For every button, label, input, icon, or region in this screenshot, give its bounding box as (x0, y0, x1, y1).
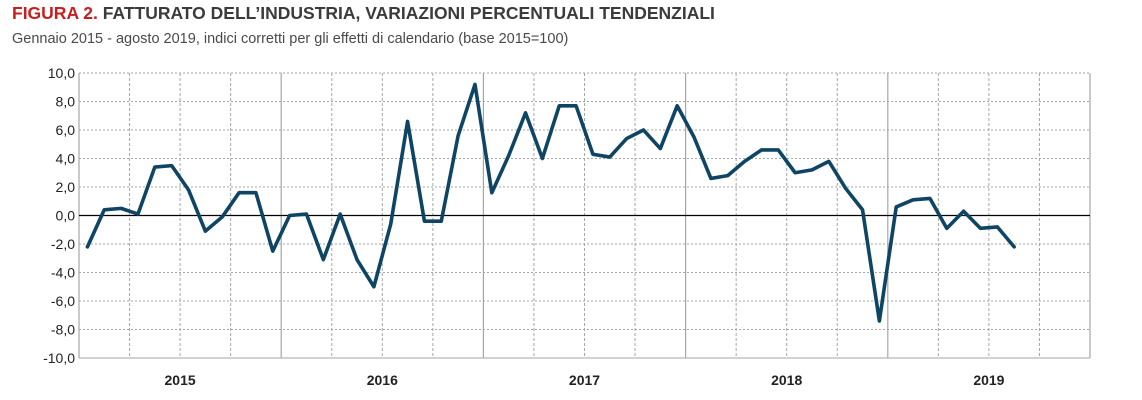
data-point (187, 188, 190, 191)
data-point (962, 210, 965, 213)
data-point (1013, 245, 1016, 248)
data-point (878, 319, 881, 322)
y-tick-label: -2,0 (51, 236, 75, 252)
data-point (490, 191, 493, 194)
series-line (85, 82, 1016, 323)
y-tick-label: 0,0 (56, 208, 76, 224)
data-point (457, 134, 460, 137)
y-tick-label: 6,0 (56, 122, 76, 138)
data-point (777, 148, 780, 151)
data-point (709, 177, 712, 180)
data-point (676, 104, 679, 107)
x-axis-year-labels: 2015 2016 2017 2018 2019 (165, 372, 1005, 388)
data-point (305, 213, 308, 216)
y-axis-tick-labels: 10,0 8,0 6,0 4,0 2,0 0,0 -2,0 -4,0 -6,0 -8,0 -10,0 (43, 65, 75, 366)
x-tick-label: 2017 (569, 372, 600, 388)
data-point (389, 223, 392, 226)
data-point (912, 198, 915, 201)
y-tick-label: 8,0 (56, 94, 76, 110)
data-point (928, 197, 931, 200)
data-point (810, 168, 813, 171)
data-point (996, 225, 999, 228)
data-point (760, 148, 763, 151)
y-tick-label: -10,0 (43, 350, 75, 366)
data-point (86, 245, 89, 248)
data-point (591, 153, 594, 156)
x-tick-label: 2018 (771, 372, 802, 388)
data-point (372, 285, 375, 288)
title-text: FATTURATO DELL’INDUSTRIA, VARIAZIONI PER… (97, 3, 715, 23)
data-point (524, 111, 527, 114)
data-point (541, 157, 544, 160)
data-point (642, 129, 645, 132)
data-point (322, 258, 325, 261)
data-point (659, 147, 662, 150)
data-point (945, 227, 948, 230)
chart-subtitle: Gennaio 2015 - agosto 2019, indici corre… (12, 31, 569, 47)
data-point (895, 205, 898, 208)
y-tick-label: 10,0 (48, 65, 75, 81)
x-tick-label: 2016 (367, 372, 398, 388)
data-point (339, 213, 342, 216)
data-point (423, 220, 426, 223)
data-point (103, 208, 106, 211)
data-point (473, 83, 476, 86)
data-point (558, 104, 561, 107)
y-tick-label: -4,0 (51, 265, 75, 281)
data-point (979, 227, 982, 230)
data-point (254, 191, 257, 194)
data-point (693, 136, 696, 139)
data-point (136, 213, 139, 216)
x-tick-label: 2019 (973, 372, 1004, 388)
y-tick-label: 4,0 (56, 151, 76, 167)
y-tick-label: 2,0 (56, 179, 76, 195)
chart-title: FIGURA 2. FATTURATO DELL’INDUSTRIA, VARI… (12, 3, 715, 24)
data-point (726, 174, 729, 177)
data-point (575, 104, 578, 107)
data-point (204, 230, 207, 233)
figure-number: FIGURA 2. (12, 3, 98, 23)
data-points (86, 83, 1016, 323)
data-point (844, 187, 847, 190)
data-point (288, 214, 291, 217)
data-point (743, 160, 746, 163)
data-point (238, 191, 241, 194)
x-tick-label: 2015 (165, 372, 196, 388)
data-point (794, 171, 797, 174)
data-point (608, 156, 611, 159)
y-tick-label: -6,0 (51, 293, 75, 309)
data-point (221, 215, 224, 218)
data-point (507, 154, 510, 157)
data-point (271, 250, 274, 253)
data-point (827, 160, 830, 163)
data-point (625, 137, 628, 140)
data-point (440, 220, 443, 223)
data-point (406, 120, 409, 123)
data-point (153, 166, 156, 169)
data-point (170, 164, 173, 167)
data-point (861, 208, 864, 211)
data-point (356, 258, 359, 261)
y-tick-label: -8,0 (51, 322, 75, 338)
data-point (120, 207, 123, 210)
